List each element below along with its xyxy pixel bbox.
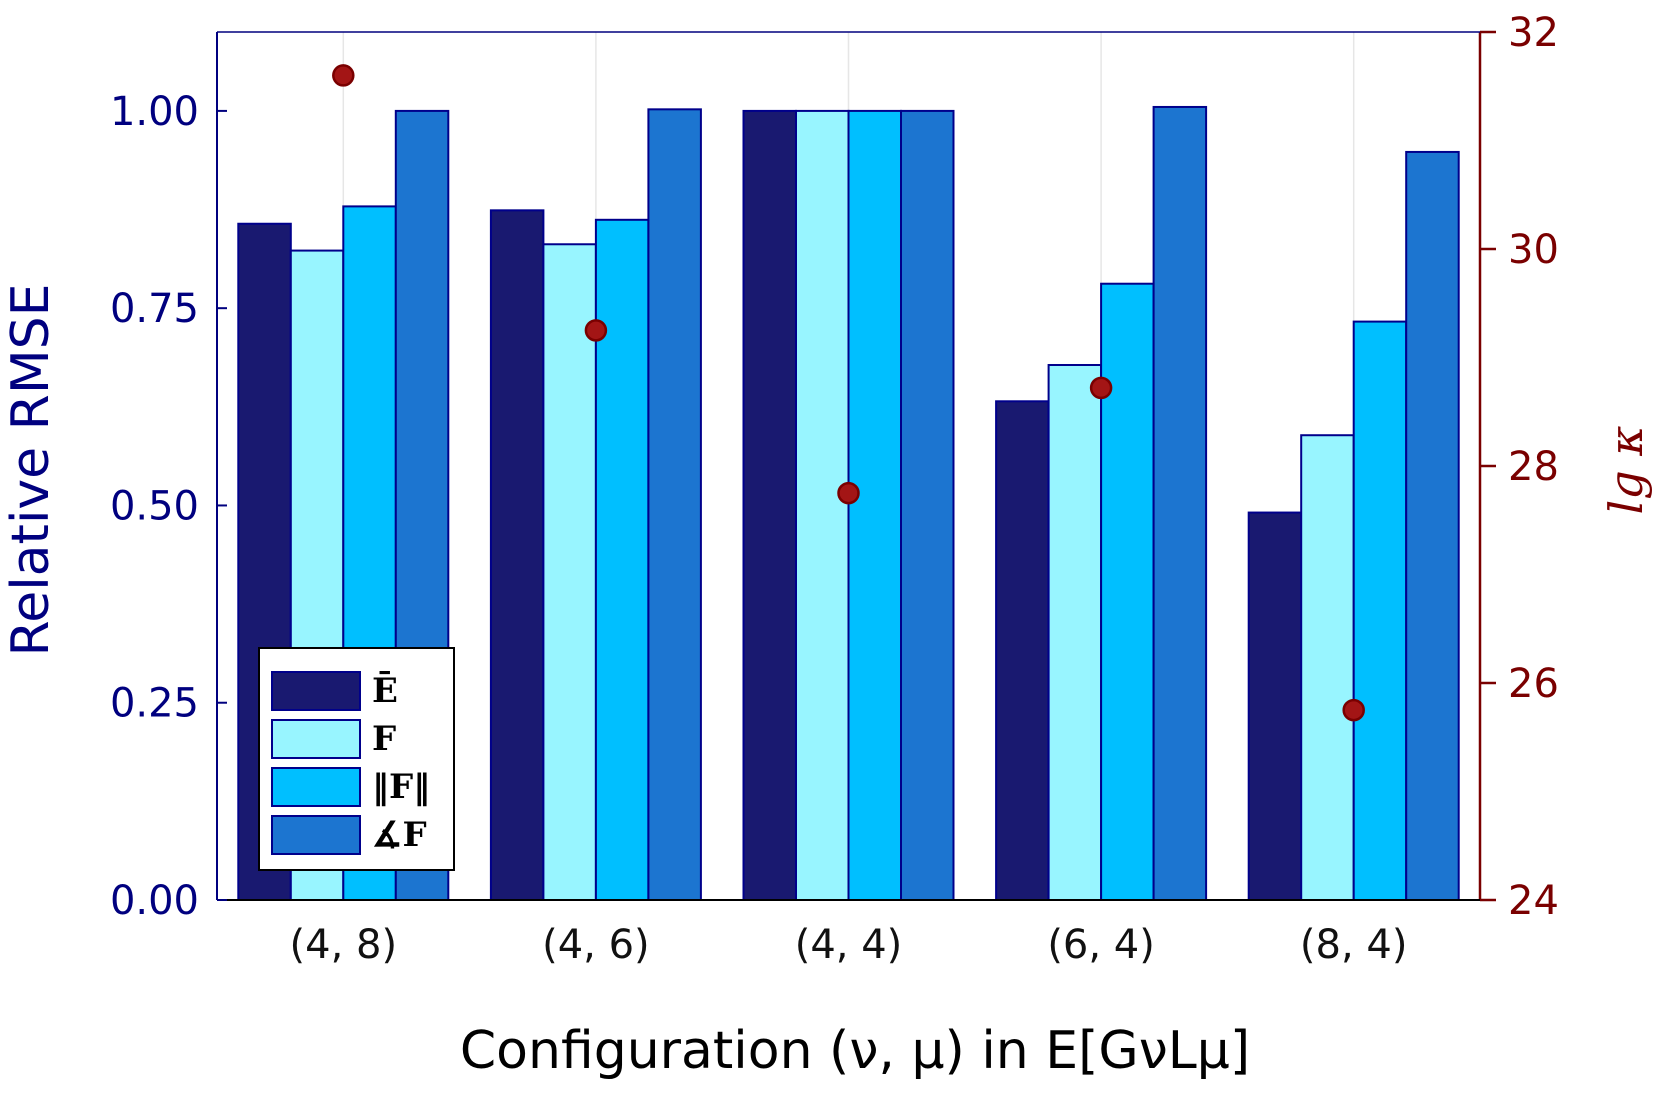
kappa-point: [837, 481, 860, 505]
y-tick-label: 1.00: [110, 89, 199, 135]
bar: [1405, 150, 1460, 901]
bar: [1300, 434, 1355, 901]
y2-tick-label: 26: [1508, 661, 1559, 707]
bar: [742, 109, 797, 901]
legend-swatch: [271, 719, 361, 759]
bar: [489, 209, 545, 902]
kappa-point: [332, 64, 355, 87]
y-tick-label: 0.50: [110, 483, 199, 529]
legend: ĒF ‖F‖ ∡F: [258, 647, 455, 871]
x-axis-title: Configuration (ν, μ) in E[GνLμ]: [460, 1021, 1250, 1081]
tick-labels: 0.00 0.25 0.50 0.75 1.00 24 26 28 30 32 (4, 8) (4, …: [110, 10, 1559, 968]
x-tick-label: (8, 4): [1300, 922, 1408, 968]
y2-tick-label: 30: [1508, 227, 1559, 273]
bar: [900, 109, 955, 901]
bar: [1100, 282, 1155, 902]
x-tick-label: (4, 8): [290, 922, 398, 968]
kappa-scatter-series: [332, 64, 1365, 722]
bar: [847, 109, 902, 901]
bar: [542, 243, 597, 902]
y-tick-label: 0.25: [110, 681, 199, 727]
y-tick-label: 0.75: [110, 286, 199, 332]
y2-tick-label: 24: [1508, 878, 1559, 924]
bar: [594, 218, 650, 901]
kappa-point: [584, 319, 608, 342]
bar: [1352, 320, 1408, 901]
x-tick-label: (4, 4): [795, 922, 903, 968]
legend-swatch: [271, 767, 361, 807]
legend-label: ∡F: [372, 815, 427, 855]
bar: [1247, 511, 1303, 901]
legend-swatch: [271, 815, 361, 855]
y-axis-title: Relative RMSE: [1, 283, 61, 656]
y-tick-label: 0.00: [110, 878, 199, 924]
legend-label: F: [372, 719, 396, 759]
y2-axis-title: lg κ: [1599, 426, 1653, 515]
legend-label: ‖F‖: [372, 767, 430, 807]
kappa-point: [1342, 698, 1365, 722]
legend-label: Ē: [372, 671, 398, 711]
x-tick-label: (6, 4): [1047, 922, 1155, 968]
bar: [1152, 105, 1208, 902]
bar: [1047, 363, 1103, 902]
legend-swatch: [271, 671, 361, 711]
bar: [647, 108, 702, 901]
y2-tick-label: 28: [1508, 444, 1559, 490]
kappa-point: [1089, 376, 1113, 400]
x-tick-label: (4, 6): [542, 922, 650, 968]
y2-tick-label: 32: [1508, 10, 1559, 56]
bar: [995, 400, 1050, 901]
bar: [795, 109, 850, 901]
